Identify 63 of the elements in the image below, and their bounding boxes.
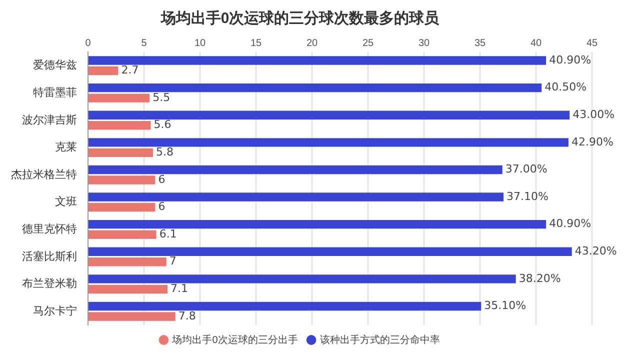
x-tick-label: 20 xyxy=(306,38,318,49)
data-label: 7 xyxy=(169,254,176,268)
data-label: 37.10% xyxy=(506,190,548,203)
data-label: 40.90% xyxy=(549,217,592,230)
data-label: 5.8 xyxy=(156,146,174,159)
y-tick-label: 杰拉米格兰特 xyxy=(11,168,77,181)
data-label: 43.00% xyxy=(572,108,615,121)
bar xyxy=(88,66,118,76)
bar xyxy=(88,230,156,239)
data-label: 6 xyxy=(158,200,166,214)
x-tick-label: 35 xyxy=(474,38,486,49)
data-label: 40.90% xyxy=(549,53,592,66)
data-label: 43.20% xyxy=(574,244,617,258)
y-tick-label: 波尔津吉斯 xyxy=(22,113,77,126)
bar xyxy=(88,258,166,266)
y-tick-label: 爱德华兹 xyxy=(33,58,77,72)
bar xyxy=(88,94,150,102)
data-label: 42.90% xyxy=(571,135,614,148)
bar xyxy=(88,56,546,65)
x-tick-label: 25 xyxy=(362,38,374,49)
bar xyxy=(88,202,156,212)
data-label: 5.6 xyxy=(154,118,172,132)
bar xyxy=(88,110,570,120)
data-label: 6 xyxy=(158,172,166,186)
y-tick-label: 活塞比斯利 xyxy=(22,250,77,263)
bar xyxy=(88,220,546,229)
x-tick-label: 45 xyxy=(586,38,598,49)
bar xyxy=(88,176,156,184)
bar xyxy=(88,165,502,174)
x-tick-label: 5 xyxy=(141,38,148,49)
bar xyxy=(88,138,568,147)
bar xyxy=(88,247,572,256)
y-tick-label: 德里克怀特 xyxy=(22,222,77,236)
data-label: 40.50% xyxy=(544,80,587,94)
data-label: 2.7 xyxy=(121,64,139,77)
x-tick-label: 10 xyxy=(194,38,206,49)
bar xyxy=(88,192,504,202)
x-tick-label: 30 xyxy=(418,38,430,49)
data-label: 6.1 xyxy=(159,227,177,240)
legend-label: 该种出手方式的三分命中率 xyxy=(320,334,440,346)
y-tick-label: 克莱 xyxy=(55,140,77,154)
bar xyxy=(88,312,176,321)
y-tick-label: 特雷墨菲 xyxy=(33,86,77,99)
data-label: 5.5 xyxy=(152,90,170,104)
data-label: 38.20% xyxy=(518,272,561,285)
bar xyxy=(88,148,153,158)
data-label: 7.8 xyxy=(178,309,196,322)
bar xyxy=(88,302,482,311)
bar xyxy=(88,284,168,294)
data-label: 37.00% xyxy=(505,162,548,176)
chart-title: 场均出手0次运球的三分球次数最多的球员 xyxy=(160,10,440,28)
y-tick-label: 布兰登米勒 xyxy=(22,277,77,290)
bar xyxy=(88,83,542,92)
legend-label: 场均出手0次运球的三分出手 xyxy=(171,334,298,346)
bar xyxy=(88,274,516,284)
bar xyxy=(88,121,151,130)
data-label: 35.10% xyxy=(484,299,526,312)
data-label: 7.1 xyxy=(170,282,188,296)
y-tick-label: 马尔卡宁 xyxy=(33,304,77,318)
x-tick-label: 0 xyxy=(85,38,92,49)
x-tick-label: 15 xyxy=(250,38,262,49)
x-tick-label: 40 xyxy=(530,38,542,49)
y-tick-label: 文班 xyxy=(55,195,77,208)
